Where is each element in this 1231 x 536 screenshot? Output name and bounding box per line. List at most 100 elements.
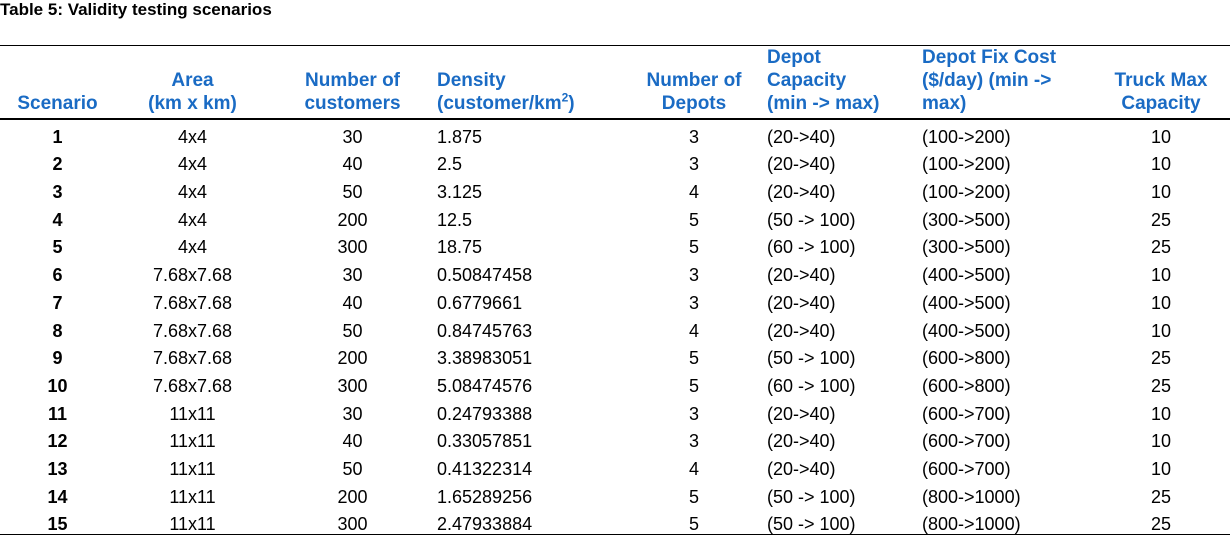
cell-truck-max-capacity: 25: [1150, 486, 1172, 507]
cell-truck-max-capacity: 25: [1092, 506, 1230, 535]
cell-scenario: 9: [52, 348, 63, 369]
header-scenario: Scenario: [0, 45, 115, 120]
cell-scenario: 15: [0, 506, 115, 535]
table-row: 1 4x4 30 1.875 3 (20->40) (100->200) 10: [0, 119, 1230, 147]
cell-area: 11x11: [169, 486, 216, 507]
cell-customers: 30: [342, 265, 363, 286]
cell-area: 4x4: [177, 209, 208, 230]
cell-density: 12.5: [437, 209, 473, 230]
cell-depots: 5: [688, 486, 699, 507]
cell-depot-capacity: (20->40): [767, 126, 836, 147]
table-row: 10 7.68x7.68 300 5.08474576 5 (60 -> 100) (600…: [0, 368, 1230, 396]
cell-depot-fix-cost: (600->800): [922, 348, 1011, 369]
cell-density: 3.125: [437, 182, 483, 203]
cell-area: 4x4: [177, 126, 208, 147]
cell-depot-capacity: (20->40): [767, 154, 836, 175]
table-row: 5 4x4 300 18.75 5 (60 -> 100) (300->500) 25: [0, 230, 1230, 258]
cell-customers: 300: [337, 375, 368, 396]
cell-area: 11x11: [115, 506, 270, 535]
cell-customers: 200: [337, 486, 368, 507]
cell-density: 0.24793388: [437, 403, 533, 424]
cell-depots: 5: [688, 237, 699, 258]
cell-customers: 300: [270, 506, 435, 535]
cell-depots: 3: [688, 292, 699, 313]
cell-depots: 3: [688, 126, 699, 147]
cell-scenario: 3: [52, 182, 63, 203]
cell-depot-capacity: (60 -> 100): [767, 375, 856, 396]
cell-depot-capacity: (50 -> 100): [767, 209, 856, 230]
cell-density: 2.5: [437, 154, 463, 175]
cell-depot-capacity: (50 -> 100): [767, 348, 856, 369]
cell-customers: 30: [342, 126, 363, 147]
cell-truck-max-capacity: 25: [1150, 375, 1172, 396]
cell-depot-fix-cost: (100->200): [922, 182, 1011, 203]
cell-customers: 40: [342, 154, 363, 175]
cell-depot-fix-cost: (300->500): [922, 209, 1011, 230]
cell-truck-max-capacity: 10: [1150, 320, 1172, 341]
table-row: 4 4x4 200 12.5 5 (50 -> 100) (300->500) 25: [0, 202, 1230, 230]
cell-depots: 3: [688, 265, 699, 286]
cell-scenario: 5: [52, 237, 63, 258]
cell-depot-capacity: (50 -> 100): [767, 486, 856, 507]
cell-depots: 5: [688, 348, 699, 369]
header-depot-capacity: Depot Capacity (min -> max): [765, 45, 920, 120]
cell-scenario: 13: [47, 458, 68, 479]
cell-truck-max-capacity: 10: [1150, 292, 1172, 313]
cell-depot-fix-cost: (600->700): [922, 403, 1011, 424]
cell-area: 7.68x7.68: [152, 265, 233, 286]
cell-customers: 200: [337, 209, 368, 230]
header-density: Density (customer/km2): [435, 45, 623, 120]
cell-truck-max-capacity: 10: [1150, 431, 1172, 452]
cell-area: 4x4: [177, 182, 208, 203]
cell-density: 18.75: [437, 237, 483, 258]
cell-depot-fix-cost: (100->200): [922, 154, 1011, 175]
table-row: 11 11x11 30 0.24793388 3 (20->40) (600->700) 10: [0, 396, 1230, 424]
cell-truck-max-capacity: 10: [1150, 265, 1172, 286]
cell-depot-fix-cost: (300->500): [922, 237, 1011, 258]
cell-truck-max-capacity: 10: [1150, 126, 1172, 147]
cell-customers: 50: [342, 458, 363, 479]
cell-scenario: 12: [47, 431, 68, 452]
cell-depots: 4: [688, 320, 699, 341]
cell-scenario: 8: [52, 320, 63, 341]
cell-density: 0.41322314: [437, 458, 533, 479]
cell-density: 0.33057851: [437, 431, 533, 452]
cell-area: 11x11: [169, 458, 216, 479]
scenarios-table: Scenario Area (km x km) Number of custom…: [0, 45, 1230, 535]
table-row: 7 7.68x7.68 40 0.6779661 3 (20->40) (400->500)…: [0, 285, 1230, 313]
table-row: 15 11x11 300 2.47933884 5 (50 -> 100) (800->10…: [0, 506, 1230, 535]
cell-truck-max-capacity: 25: [1150, 348, 1172, 369]
cell-scenario: 11: [47, 403, 68, 424]
cell-density: 3.38983051: [437, 348, 533, 369]
cell-scenario: 2: [52, 154, 63, 175]
cell-depots: 5: [688, 375, 699, 396]
cell-depots: 3: [688, 154, 699, 175]
cell-truck-max-capacity: 10: [1150, 458, 1172, 479]
cell-depot-capacity: (20->40): [767, 182, 836, 203]
cell-depots: 3: [688, 403, 699, 424]
cell-area: 7.68x7.68: [152, 348, 233, 369]
cell-customers: 300: [337, 237, 368, 258]
cell-area: 4x4: [177, 237, 208, 258]
cell-depot-fix-cost: (400->500): [922, 265, 1011, 286]
cell-scenario: 1: [52, 126, 63, 147]
cell-truck-max-capacity: 10: [1150, 182, 1172, 203]
cell-density: 0.84745763: [437, 320, 533, 341]
header-depot-fix-cost: Depot Fix Cost ($/day) (min -> max): [920, 45, 1092, 120]
table-row: 13 11x11 50 0.41322314 4 (20->40) (600->700) 10: [0, 451, 1230, 479]
cell-customers: 200: [337, 348, 368, 369]
cell-truck-max-capacity: 25: [1150, 237, 1172, 258]
cell-depot-fix-cost: (400->500): [922, 320, 1011, 341]
cell-depot-fix-cost: (600->700): [922, 458, 1011, 479]
cell-customers: 40: [342, 431, 363, 452]
cell-depot-fix-cost: (800->1000): [922, 486, 1021, 507]
table-row: 14 11x11 200 1.65289256 5 (50 -> 100) (800->10…: [0, 479, 1230, 507]
cell-truck-max-capacity: 10: [1150, 154, 1172, 175]
cell-density: 2.47933884: [435, 506, 623, 535]
cell-depot-fix-cost: (600->700): [922, 431, 1011, 452]
cell-density: 0.6779661: [437, 292, 523, 313]
table-body: 1 4x4 30 1.875 3 (20->40) (100->200) 10 2 4x4 40 2.…: [0, 119, 1230, 535]
cell-customers: 50: [342, 320, 363, 341]
cell-scenario: 4: [52, 209, 63, 230]
header-area: Area (km x km): [115, 45, 270, 120]
